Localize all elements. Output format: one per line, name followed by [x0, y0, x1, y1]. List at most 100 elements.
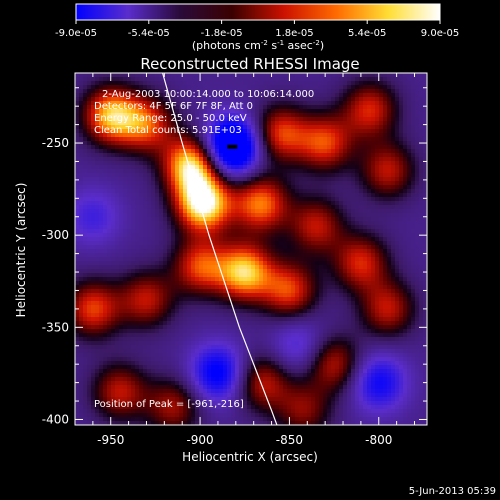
heatmap-cell [83, 225, 88, 230]
heatmap-cell [75, 121, 80, 126]
heatmap-cell [255, 217, 260, 222]
heatmap-cell [247, 265, 252, 270]
heatmap-cell [355, 157, 360, 162]
heatmap-cell [271, 117, 276, 122]
heatmap-cell [87, 273, 92, 278]
heatmap-cell [359, 133, 364, 138]
heatmap-cell [235, 85, 240, 90]
heatmap-cell [115, 297, 120, 302]
heatmap-cell [215, 197, 220, 202]
heatmap-cell [411, 169, 416, 174]
heatmap-cell [339, 129, 344, 134]
heatmap-cell [291, 145, 296, 150]
heatmap-cell [255, 225, 260, 230]
heatmap-cell [419, 197, 424, 202]
heatmap-cell [335, 249, 340, 254]
heatmap-cell [263, 153, 268, 158]
heatmap-cell [371, 81, 376, 86]
heatmap-cell [347, 253, 352, 258]
heatmap-cell [131, 217, 136, 222]
heatmap-cell [291, 141, 296, 146]
heatmap-cell [179, 73, 184, 78]
heatmap-cell [335, 185, 340, 190]
heatmap-cell [199, 137, 204, 142]
heatmap-cell [271, 121, 276, 126]
heatmap-cell [119, 121, 124, 126]
heatmap-cell [255, 173, 260, 178]
heatmap-cell [387, 237, 392, 242]
heatmap-cell [387, 177, 392, 182]
heatmap-cell [259, 209, 264, 214]
heatmap-cell [323, 133, 328, 138]
heatmap-cell [115, 165, 120, 170]
heatmap-cell [291, 157, 296, 162]
heatmap-cell [143, 129, 148, 134]
heatmap-cell [383, 169, 388, 174]
heatmap-cell [187, 209, 192, 214]
heatmap-cell [99, 85, 104, 90]
heatmap-cell [307, 209, 312, 214]
heatmap-cell [355, 89, 360, 94]
heatmap-cell [407, 113, 412, 118]
heatmap-cell [359, 293, 364, 298]
heatmap-cell [87, 261, 92, 266]
heatmap-cell [107, 149, 112, 154]
heatmap-cell [211, 209, 216, 214]
heatmap-cell [395, 173, 400, 178]
heatmap-cell [115, 201, 120, 206]
heatmap-cell [383, 85, 388, 90]
heatmap-cell [115, 173, 120, 178]
heatmap-cell [91, 237, 96, 242]
heatmap-cell [375, 261, 380, 266]
heatmap-cell [75, 89, 80, 94]
heatmap-cell [395, 157, 400, 162]
heatmap-cell [335, 177, 340, 182]
heatmap-cell [267, 177, 272, 182]
heatmap-cell [251, 121, 256, 126]
heatmap-cell [263, 101, 268, 106]
heatmap-cell [139, 285, 144, 290]
heatmap-cell [255, 177, 260, 182]
heatmap-cell [271, 197, 276, 202]
heatmap-cell [175, 169, 180, 174]
heatmap-cell [151, 297, 156, 302]
heatmap-cell [271, 217, 276, 222]
heatmap-cell [255, 185, 260, 190]
heatmap-cell [315, 121, 320, 126]
heatmap-cell [155, 149, 160, 154]
heatmap-cell [231, 73, 236, 78]
heatmap-cell [187, 217, 192, 222]
heatmap-cell [211, 197, 216, 202]
heatmap-cell [191, 281, 196, 286]
heatmap-cell [335, 77, 340, 82]
heatmap-cell [347, 237, 352, 242]
heatmap-cell [399, 73, 404, 78]
heatmap-cell [199, 81, 204, 86]
heatmap-cell [235, 289, 240, 294]
heatmap-cell [127, 221, 132, 226]
heatmap-cell [247, 233, 252, 238]
heatmap-cell [115, 161, 120, 166]
heatmap-cell [407, 277, 412, 282]
heatmap-cell [175, 197, 180, 202]
heatmap-cell [203, 269, 208, 274]
heatmap-cell [403, 257, 408, 262]
heatmap-cell [299, 113, 304, 118]
heatmap-cell [327, 149, 332, 154]
heatmap-cell [247, 77, 252, 82]
heatmap-cell [95, 233, 100, 238]
heatmap-cell [91, 241, 96, 246]
heatmap-cell [119, 81, 124, 86]
heatmap-cell [251, 265, 256, 270]
heatmap-cell [311, 153, 316, 158]
heatmap-cell [171, 289, 176, 294]
heatmap-cell [359, 221, 364, 226]
heatmap-cell [199, 117, 204, 122]
heatmap-cell [151, 241, 156, 246]
heatmap-cell [131, 81, 136, 86]
heatmap-cell [295, 273, 300, 278]
heatmap-cell [319, 189, 324, 194]
heatmap-cell [239, 217, 244, 222]
heatmap-cell [139, 129, 144, 134]
heatmap-cell [239, 265, 244, 270]
